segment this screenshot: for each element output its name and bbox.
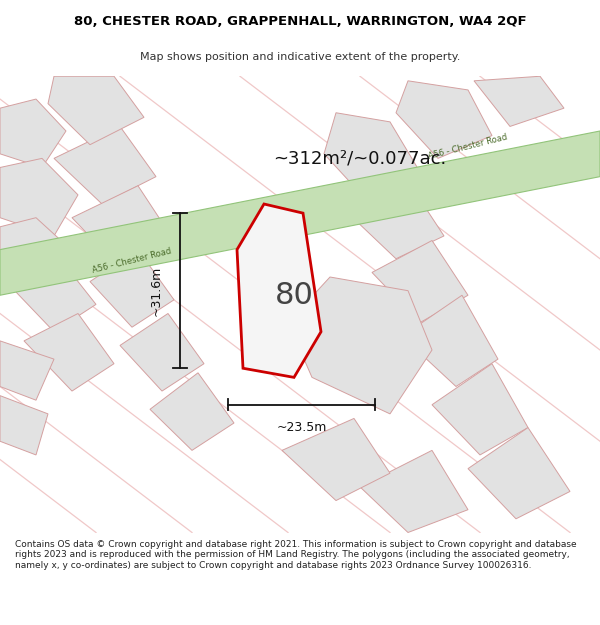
Polygon shape [348, 181, 444, 259]
Polygon shape [372, 241, 468, 322]
Polygon shape [288, 277, 432, 414]
Polygon shape [0, 341, 54, 400]
Polygon shape [282, 419, 390, 501]
Text: Contains OS data © Crown copyright and database right 2021. This information is : Contains OS data © Crown copyright and d… [15, 540, 577, 570]
Polygon shape [402, 295, 498, 386]
Text: Map shows position and indicative extent of the property.: Map shows position and indicative extent… [140, 52, 460, 62]
Polygon shape [54, 126, 156, 204]
Polygon shape [360, 451, 468, 532]
Polygon shape [0, 131, 600, 295]
Polygon shape [468, 428, 570, 519]
Polygon shape [0, 217, 66, 291]
Polygon shape [150, 372, 234, 451]
Polygon shape [90, 249, 174, 328]
Polygon shape [324, 112, 420, 199]
Polygon shape [72, 186, 174, 268]
Text: 80, CHESTER ROAD, GRAPPENHALL, WARRINGTON, WA4 2QF: 80, CHESTER ROAD, GRAPPENHALL, WARRINGTO… [74, 15, 526, 28]
Polygon shape [396, 81, 492, 158]
Polygon shape [120, 314, 204, 391]
Text: ~31.6m: ~31.6m [149, 266, 163, 316]
Polygon shape [0, 396, 48, 455]
Text: 80: 80 [275, 281, 313, 310]
Text: ~23.5m: ~23.5m [277, 421, 326, 434]
Polygon shape [48, 76, 144, 144]
Text: A56 - Chester Road: A56 - Chester Road [427, 132, 509, 161]
Text: Shadewood Crescent: Shadewood Crescent [244, 260, 272, 349]
Polygon shape [237, 204, 321, 378]
Polygon shape [0, 99, 66, 168]
Text: A56 - Chester Road: A56 - Chester Road [91, 247, 173, 275]
Polygon shape [432, 364, 528, 455]
Text: ~312m²/~0.077ac.: ~312m²/~0.077ac. [274, 149, 446, 168]
Polygon shape [0, 158, 78, 236]
Polygon shape [6, 259, 96, 332]
Polygon shape [24, 314, 114, 391]
Polygon shape [474, 76, 564, 126]
